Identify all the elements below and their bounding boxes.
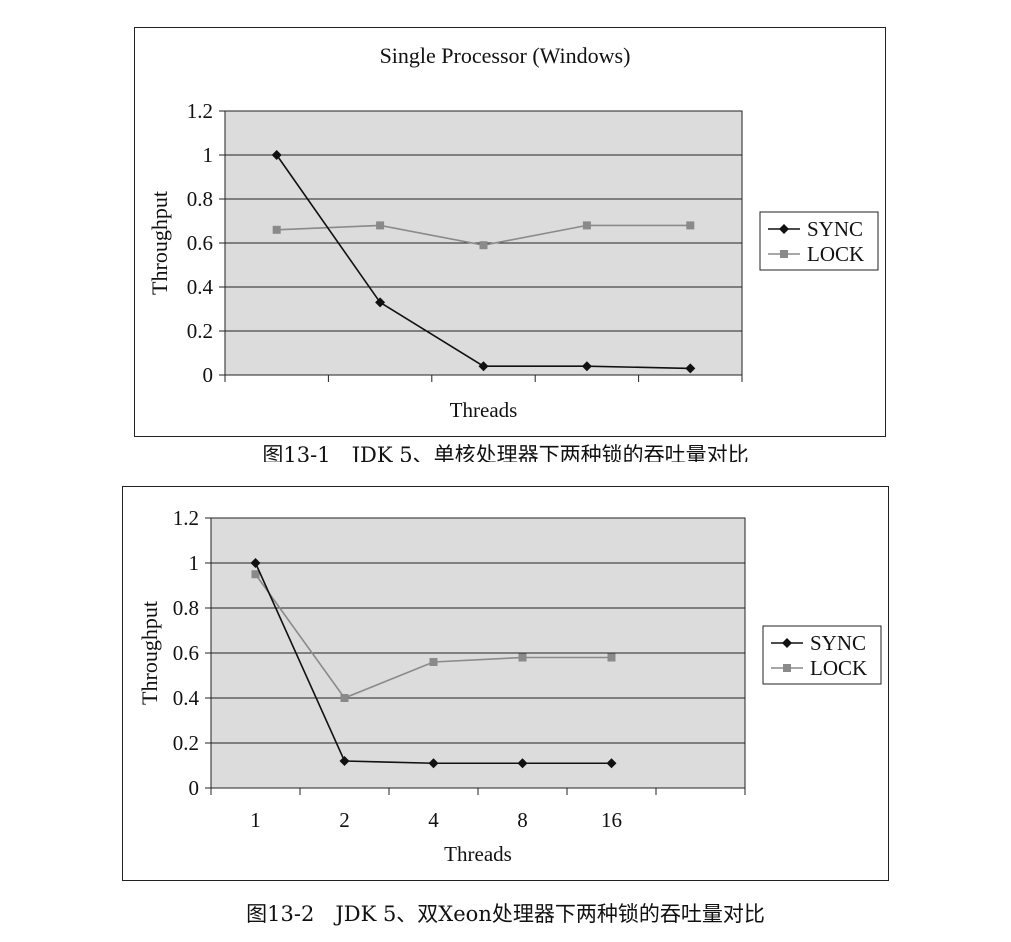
chart-title: Single Processor (Windows) [380, 43, 631, 68]
chart-panel-dual-xeon: 0 0.2 0.4 0.6 0.8 1 1.2 1 2 4 8 16 Threads Throughput… [122, 486, 889, 881]
data-point-lock [429, 658, 438, 666]
y-tick-label: 0.6 [187, 231, 213, 255]
data-point-sync [375, 297, 386, 308]
legend-marker-lock [780, 250, 788, 258]
data-point-sync [685, 363, 696, 374]
data-point-sync [478, 361, 489, 372]
y-tick-label: 1.2 [187, 99, 213, 123]
y-tick-label: 1 [203, 143, 214, 167]
x-tick-label: 4 [428, 808, 439, 832]
legend-label-sync: SYNC [807, 217, 863, 241]
data-point-lock [686, 221, 695, 230]
data-point-sync [271, 150, 282, 160]
data-point-sync [339, 756, 350, 766]
data-point-lock [479, 241, 488, 250]
data-point-sync [581, 361, 592, 372]
x-tick-label: 1 [250, 808, 261, 832]
chart-dual-xeon: 0 0.2 0.4 0.6 0.8 1 1.2 1 2 4 8 16 Threads Throughput… [137, 506, 882, 866]
legend-box [759, 211, 879, 271]
data-point-lock [340, 694, 349, 702]
data-point-lock [376, 221, 385, 230]
legend-label-lock: LOCK [807, 242, 864, 266]
data-point-lock [272, 225, 281, 234]
x-axis-title: Threads [444, 842, 512, 866]
legend-marker-lock [783, 664, 791, 672]
x-tick-label: 16 [601, 808, 622, 832]
data-point-lock [607, 653, 616, 662]
y-tick-label: 0.4 [187, 275, 214, 299]
figure-caption-13-1: 图13-1 JDK 5、单核处理器下两种锁的吞吐量对比 [262, 443, 749, 462]
legend-box [762, 625, 882, 685]
x-tick-label: 8 [517, 808, 528, 832]
x-axis-title: Threads [450, 398, 518, 422]
data-point-sync [428, 758, 439, 769]
legend-label-sync: SYNC [810, 631, 866, 655]
y-axis-title: Throughput [137, 601, 162, 705]
legend-label-lock: LOCK [810, 656, 867, 680]
data-point-sync [606, 758, 617, 769]
y-tick-label: 0.8 [187, 187, 213, 211]
legend-marker-sync [782, 638, 792, 648]
y-tick-label: 1.2 [173, 506, 199, 530]
x-tick-label: 2 [339, 808, 350, 832]
y-tick-label: 0.6 [173, 641, 199, 665]
y-tick-label: 0 [189, 776, 200, 800]
chart-panel-single-processor: 0 0.2 0.4 0.6 0.8 1 1.2 Threads Throughput Single… [134, 27, 886, 437]
data-point-lock [518, 653, 527, 662]
y-tick-label: 0.8 [173, 596, 199, 620]
data-point-lock [582, 221, 591, 230]
y-tick-label: 1 [189, 551, 200, 575]
y-tick-label: 0.2 [187, 319, 213, 343]
data-point-sync [517, 758, 528, 769]
y-axis-title: Throughput [147, 191, 172, 295]
figure-caption-13-2: 图13-2 JDK 5、双Xeon处理器下两种锁的吞吐量对比 [246, 902, 765, 926]
y-tick-label: 0.4 [173, 686, 200, 710]
data-point-sync [250, 558, 261, 568]
legend-marker-sync [779, 224, 789, 234]
data-point-lock [251, 570, 260, 579]
y-tick-label: 0 [203, 363, 214, 387]
y-tick-label: 0.2 [173, 731, 199, 755]
chart-single-processor: 0 0.2 0.4 0.6 0.8 1 1.2 Threads Throughput Single… [147, 43, 879, 422]
